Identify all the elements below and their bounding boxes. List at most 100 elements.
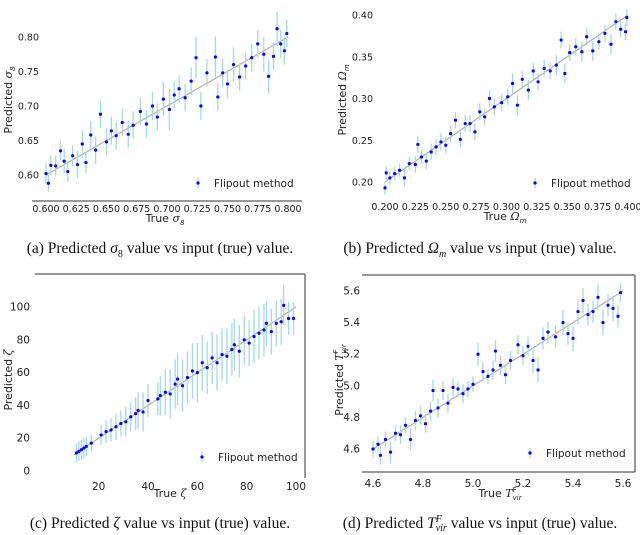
data-point bbox=[536, 368, 540, 372]
data-point bbox=[230, 348, 234, 352]
data-point bbox=[458, 137, 462, 142]
data-point bbox=[190, 369, 194, 373]
data-point bbox=[168, 392, 172, 396]
data-point bbox=[74, 451, 79, 455]
data-point bbox=[508, 358, 513, 363]
y-axis-label: Predicted σ8 bbox=[2, 66, 17, 134]
caption-text: (d) Predicted bbox=[342, 515, 428, 532]
y-axis-label-symbol: Ω bbox=[336, 71, 349, 81]
x-axis-label-text: True bbox=[477, 487, 505, 500]
x-tick-label: 40 bbox=[141, 481, 154, 493]
data-point bbox=[561, 321, 565, 325]
y-tick-label: 5.6 bbox=[343, 286, 360, 298]
y-tick-label: 0.70 bbox=[18, 102, 39, 113]
data-point bbox=[521, 354, 525, 358]
data-point bbox=[238, 75, 242, 79]
data-point bbox=[397, 168, 402, 172]
caption-symbol: T bbox=[427, 515, 436, 532]
x-tick-label: 5.2 bbox=[515, 478, 532, 490]
x-tick-label: 5.0 bbox=[465, 478, 482, 490]
caption-text: value vs input (true) value. bbox=[446, 515, 618, 532]
caption-sub: vir bbox=[435, 523, 447, 535]
data-point bbox=[109, 428, 113, 432]
caption-text: value vs input (true) value. bbox=[122, 240, 294, 257]
x-axis-label-symbol: σ bbox=[172, 212, 180, 225]
data-point bbox=[493, 349, 498, 353]
data-point bbox=[413, 162, 417, 167]
data-point bbox=[129, 415, 133, 419]
data-point bbox=[371, 447, 375, 451]
data-point bbox=[114, 425, 118, 429]
y-axis-label-text: Predicted bbox=[2, 355, 15, 410]
data-point bbox=[413, 418, 418, 423]
data-point bbox=[225, 82, 230, 86]
x-tick-label: 0.400 bbox=[614, 202, 640, 213]
data-point bbox=[591, 49, 595, 53]
y-axis-label: Predicted TFvir bbox=[332, 343, 348, 416]
x-axis-label-symbol: T bbox=[505, 487, 514, 500]
x-axis-label-symbol: ζ bbox=[180, 487, 187, 500]
data-point bbox=[446, 401, 450, 405]
data-point bbox=[441, 388, 445, 393]
data-point bbox=[500, 101, 504, 105]
x-tick-label: 0.325 bbox=[523, 202, 550, 213]
x-tick-label: 0.350 bbox=[554, 202, 581, 213]
data-point bbox=[262, 328, 266, 332]
legend-marker-icon bbox=[528, 451, 532, 455]
x-tick-label: 4.8 bbox=[415, 478, 432, 490]
data-point bbox=[287, 316, 291, 321]
data-point bbox=[503, 373, 508, 377]
data-point bbox=[542, 66, 546, 71]
caption-c: (c) Predicted ζ value vs input (true) va… bbox=[30, 515, 290, 533]
data-point bbox=[424, 159, 428, 163]
y-axis-label-symbol: σ bbox=[2, 70, 15, 78]
y-axis-label: Predicted ζ bbox=[2, 348, 15, 410]
y-tick-label: 4.6 bbox=[343, 444, 360, 456]
data-point bbox=[393, 431, 398, 435]
data-point bbox=[407, 162, 411, 166]
y-tick-label: 0.60 bbox=[18, 171, 39, 182]
data-point bbox=[418, 414, 423, 418]
data-point bbox=[423, 422, 428, 426]
data-point bbox=[526, 88, 530, 92]
data-point bbox=[531, 69, 535, 73]
data-point bbox=[244, 64, 248, 68]
caption-text: (a) Predicted bbox=[26, 240, 111, 257]
data-point bbox=[163, 390, 167, 394]
data-point bbox=[141, 410, 145, 414]
data-point bbox=[559, 38, 563, 42]
x-tick-label: 0.800 bbox=[274, 204, 301, 215]
x-tick-label: 0.600 bbox=[32, 204, 59, 215]
y-tick-label: 0.80 bbox=[18, 33, 39, 44]
x-axis-label-sub: m bbox=[520, 217, 527, 225]
data-point bbox=[614, 20, 618, 24]
x-tick-label: 0.750 bbox=[214, 204, 241, 215]
data-point bbox=[282, 303, 286, 307]
data-point bbox=[189, 79, 193, 83]
x-tick-label: 100 bbox=[286, 481, 306, 493]
data-point bbox=[471, 382, 475, 386]
data-point bbox=[274, 321, 278, 325]
data-point bbox=[449, 131, 453, 136]
data-point bbox=[492, 105, 496, 109]
y-axis-label-sub: 8 bbox=[9, 66, 17, 71]
data-point bbox=[606, 303, 610, 307]
data-point bbox=[84, 160, 88, 165]
caption-symbol: Ω bbox=[427, 240, 439, 257]
data-point bbox=[156, 397, 160, 401]
x-tick-label: 4.6 bbox=[365, 478, 382, 490]
data-point bbox=[393, 172, 397, 176]
y-axis-label-text: Predicted bbox=[2, 78, 15, 133]
legend-label: Flipout method bbox=[214, 178, 294, 190]
data-point bbox=[568, 50, 572, 55]
data-point bbox=[618, 290, 623, 295]
data-point bbox=[82, 446, 86, 450]
data-point bbox=[264, 321, 268, 325]
x-tick-label: 0.775 bbox=[244, 204, 271, 215]
y-axis-label-sub: vir bbox=[340, 343, 348, 353]
data-point bbox=[586, 313, 590, 317]
data-point bbox=[554, 63, 558, 67]
x-axis-label-symbol: Ω bbox=[509, 210, 519, 223]
y-axis-label-sub: m bbox=[343, 64, 351, 71]
